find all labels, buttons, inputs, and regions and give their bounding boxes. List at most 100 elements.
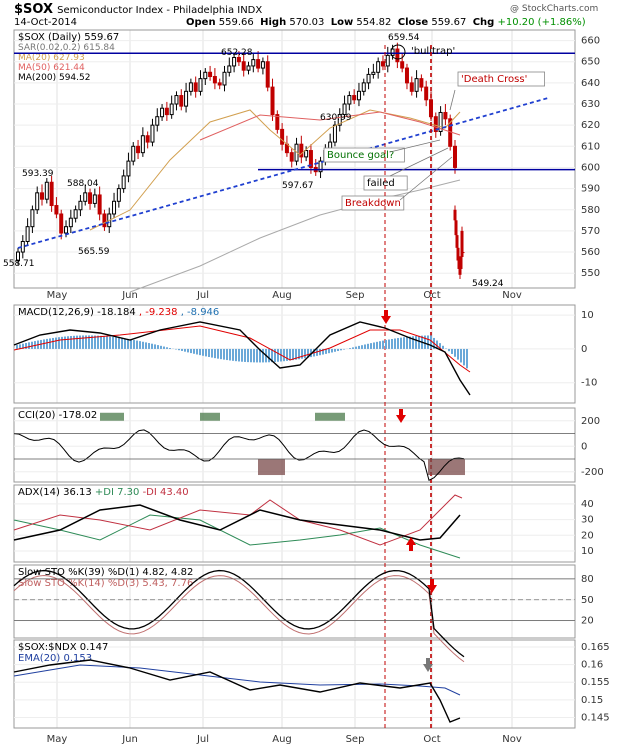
candle-body (280, 128, 285, 145)
low-value: 554.82 (356, 17, 392, 28)
y-tick-label: 10 (581, 546, 594, 557)
macd-histogram-bar (373, 342, 375, 349)
macd-histogram-bar (430, 335, 432, 349)
candle-body (164, 107, 169, 116)
macd-histogram-bar (325, 348, 327, 354)
open-value: 559.66 (218, 17, 254, 28)
legend-entry: -DI 43.40 (143, 487, 189, 498)
legend-entry: Slow STO %K(39) %D(1) 4.82, 4.82 (18, 567, 193, 578)
macd-histogram-bar (226, 348, 228, 361)
price-label: 597.67 (282, 181, 314, 191)
month-label: Sep (346, 290, 365, 301)
candle-body (208, 71, 213, 78)
macd-histogram-bar (307, 348, 309, 358)
candle-body (265, 61, 270, 88)
candle-body (347, 95, 352, 105)
macd-histogram-bar (349, 348, 351, 349)
macd-histogram-bar (154, 344, 156, 349)
macd-histogram-bar (436, 340, 438, 349)
annotation-pointer (449, 89, 456, 111)
annotation-label: 'Death Cross' (461, 74, 527, 85)
candle-body (35, 192, 40, 211)
y-tick-label: 200 (581, 416, 600, 427)
macd-histogram-bar (298, 348, 300, 360)
macd-histogram-bar (115, 337, 117, 349)
candle-body (289, 152, 294, 162)
macd-histogram-bar (142, 341, 144, 349)
y-tick-label: 640 (581, 78, 600, 89)
candle-body (193, 82, 198, 92)
y-tick-label: 30 (581, 515, 594, 526)
macd-histogram-bar (118, 337, 120, 349)
panel-frame-sto (13, 564, 576, 639)
candle-body (121, 175, 126, 190)
legend-ratio: $SOX:$NDX 0.147 (18, 642, 108, 653)
legend-macd: MACD(12,26,9) -18.184 , -9.238 , -8.946 (18, 307, 219, 318)
macd-histogram-bar (58, 337, 60, 349)
candle-body (188, 82, 193, 92)
sto-fast-line (13, 575, 465, 663)
macd-histogram-bar (127, 338, 129, 349)
candle-body (88, 192, 93, 204)
macd-histogram-bar (208, 348, 210, 358)
candle-body (16, 251, 20, 262)
candle-body (438, 111, 443, 133)
y-tick-label: 10 (581, 310, 594, 321)
candle-body (222, 71, 227, 86)
month-label: Jul (196, 290, 209, 301)
macd-histogram-bar (184, 348, 186, 352)
macd-histogram-bar (244, 348, 246, 362)
annotation-box (457, 71, 545, 87)
candle-body (414, 78, 419, 92)
annotation-pointer (389, 139, 441, 153)
y-tick-label: 600 (581, 162, 600, 173)
candle-body (457, 260, 461, 269)
price-label: 565.59 (78, 247, 110, 257)
macd-histogram-bar (427, 335, 429, 349)
y-tick-label: 630 (581, 99, 600, 110)
macd-histogram-bar (145, 342, 147, 349)
candle-body (419, 78, 424, 88)
macd-histogram-bar (337, 348, 339, 352)
minus-di-line (13, 494, 463, 546)
candle-body (395, 48, 400, 63)
ma50-line (199, 111, 461, 141)
macd-histogram-bar (232, 348, 234, 361)
macd-histogram-bar (61, 336, 63, 349)
macd-histogram-bar (91, 335, 93, 349)
y-tick-label: 20 (581, 616, 594, 627)
macd-histogram-bar (406, 336, 408, 349)
macd-histogram-bar (268, 348, 270, 363)
macd-histogram-bar (286, 348, 288, 361)
candle-body (54, 205, 59, 215)
candle-body (409, 82, 414, 92)
macd-histogram-bar (454, 348, 456, 357)
low-label: Low (330, 17, 354, 28)
y-tick-label: 590 (581, 184, 600, 195)
month-label: Jul (196, 734, 209, 745)
candle-body (454, 220, 458, 236)
candle-body (73, 209, 78, 219)
price-label: 630.99 (320, 113, 352, 123)
candle-body (227, 65, 232, 73)
legend-price: MA(20) 627.93 (18, 53, 85, 63)
price-label: 588.04 (67, 179, 99, 189)
legend-entry: +DI 7.30 (95, 487, 143, 498)
down-arrow-icon (423, 658, 433, 672)
candle-body (318, 160, 323, 173)
candle-body (236, 56, 241, 63)
candle-body (97, 194, 102, 215)
legend-cci: CCI(20) -178.02 (18, 410, 97, 421)
annotation-label: Breakdown (345, 198, 401, 209)
candle-body (179, 95, 184, 107)
month-label: Oct (423, 290, 440, 301)
macd-histogram-bar (310, 348, 312, 358)
macd-histogram-bar (340, 348, 342, 351)
candle-body (352, 95, 357, 101)
macd-histogram-bar (424, 335, 426, 349)
macd-histogram-bar (67, 336, 69, 349)
open-label: Open (186, 17, 216, 28)
macd-histogram-bar (100, 335, 102, 349)
macd-histogram-bar (391, 338, 393, 349)
